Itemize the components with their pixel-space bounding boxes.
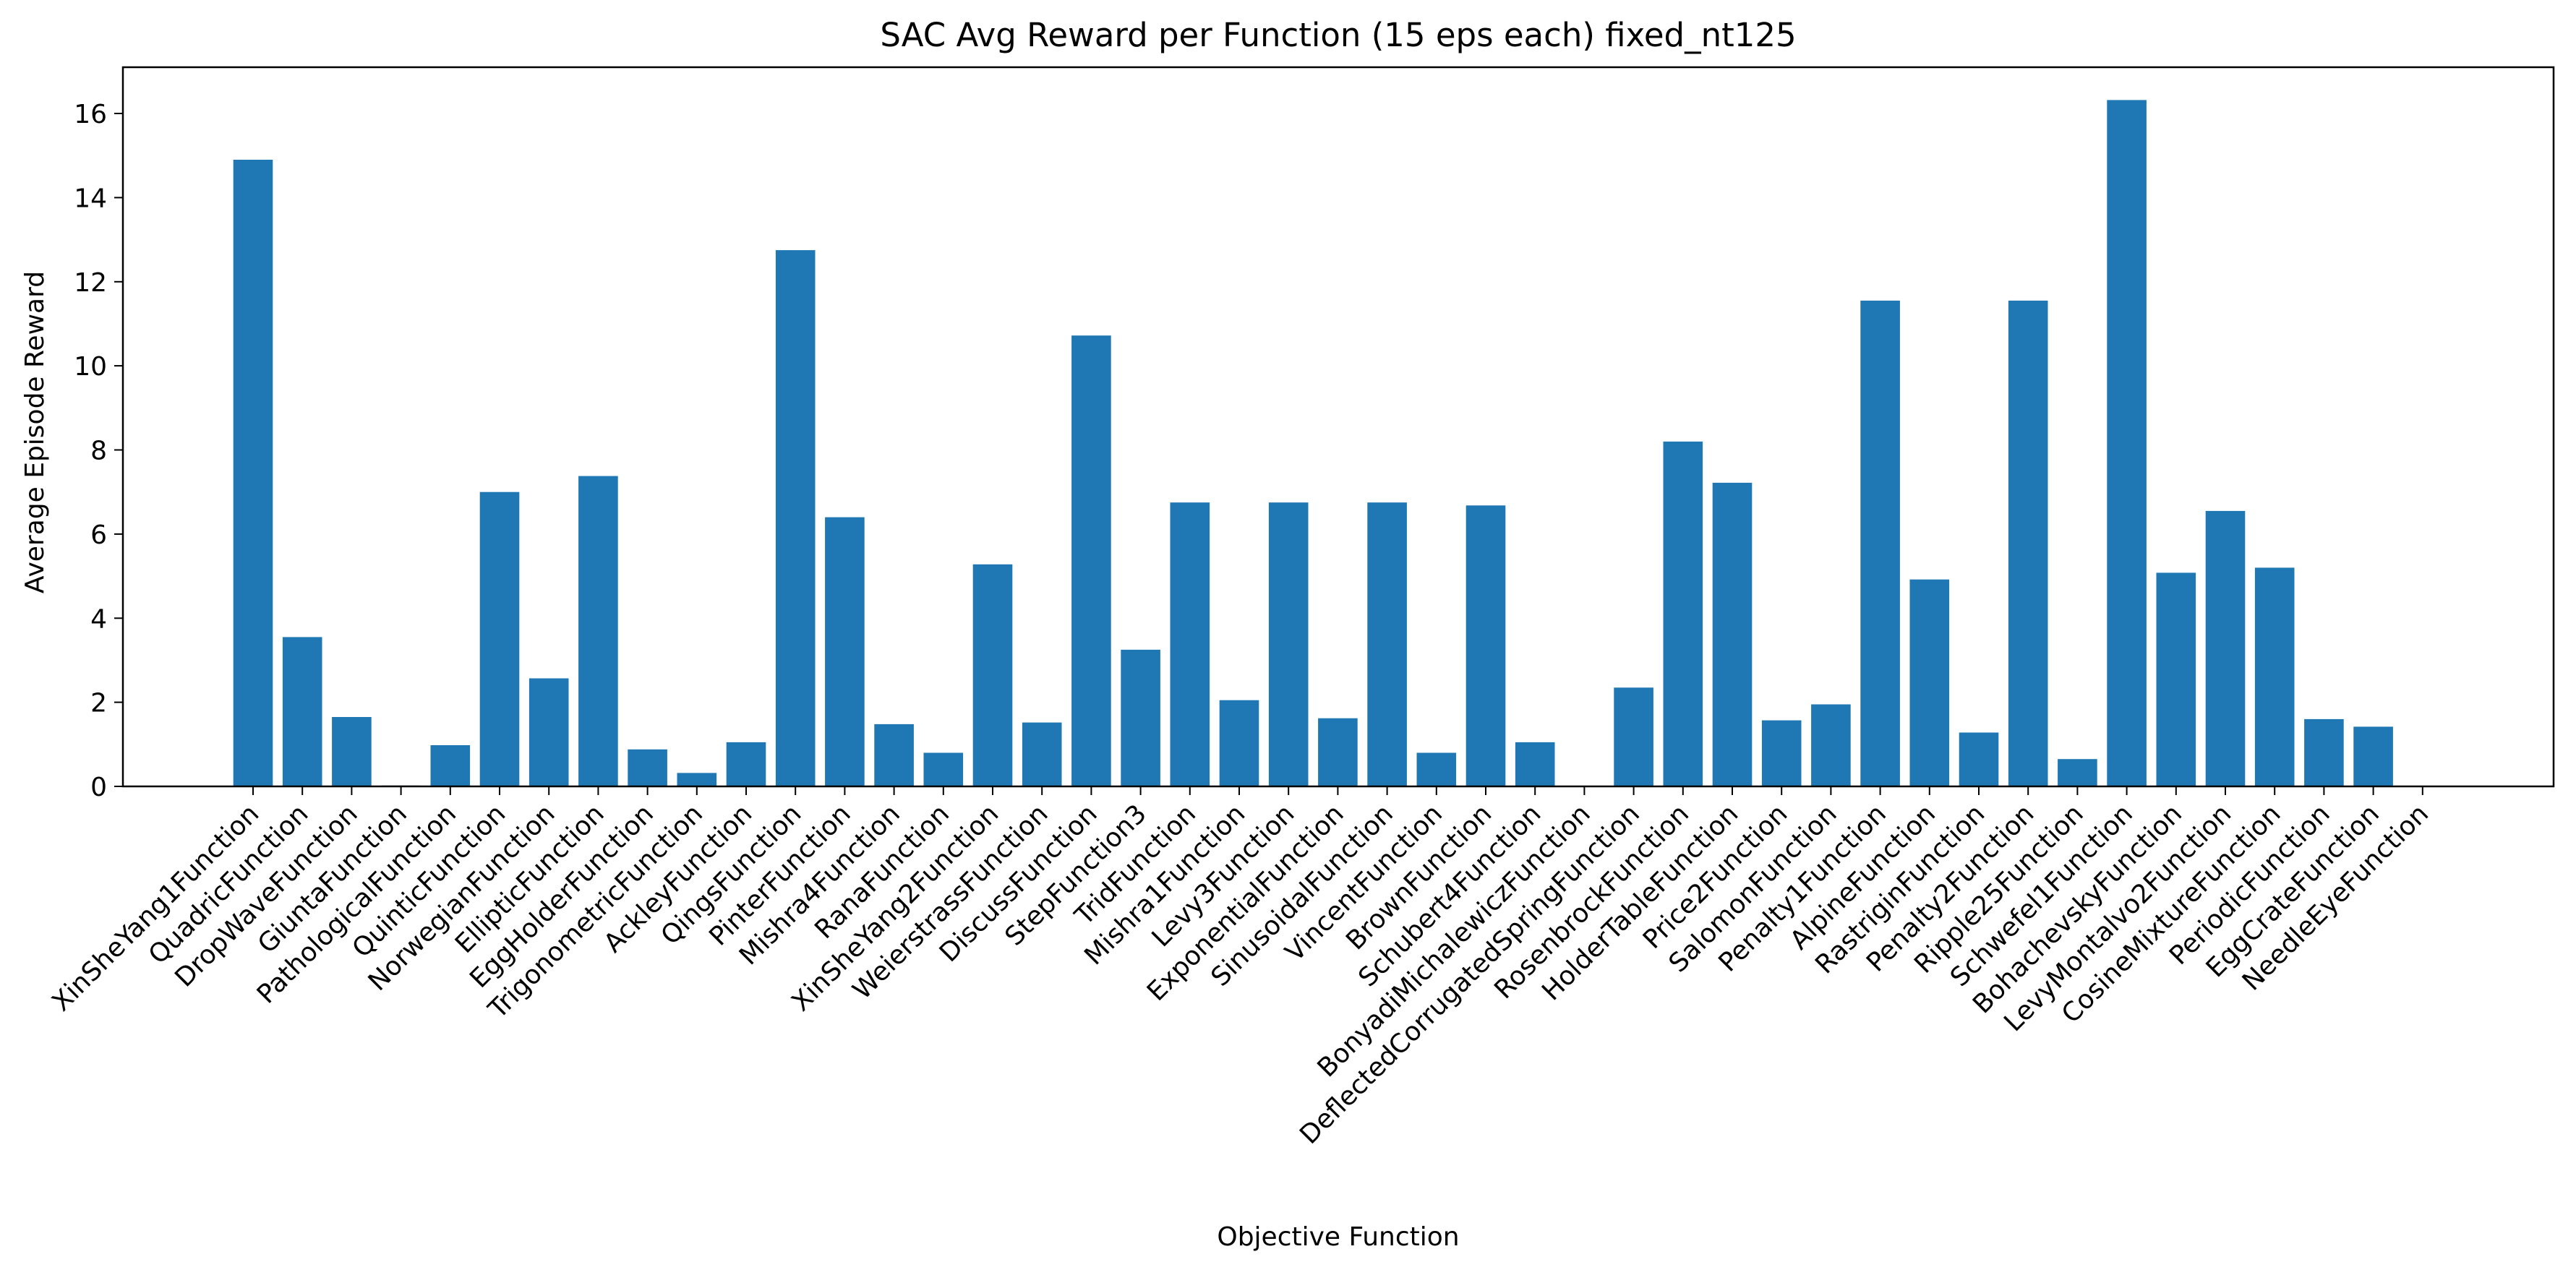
bar bbox=[1811, 704, 1851, 786]
y-tick-label: 4 bbox=[90, 604, 107, 634]
bar bbox=[1909, 579, 1950, 786]
chart-title: SAC Avg Reward per Function (15 eps each… bbox=[880, 16, 1796, 54]
bar bbox=[430, 745, 471, 786]
bar bbox=[677, 773, 717, 786]
y-tick-label: 6 bbox=[90, 520, 107, 550]
bar bbox=[1367, 502, 1407, 786]
bar bbox=[1614, 687, 1653, 786]
y-axis-label: Average Episode Reward bbox=[20, 271, 50, 593]
bar bbox=[1071, 335, 1111, 786]
bar bbox=[825, 517, 865, 786]
y-tick-label: 2 bbox=[90, 689, 107, 718]
bar bbox=[628, 749, 667, 786]
bar bbox=[332, 717, 372, 786]
y-tick-label: 0 bbox=[90, 773, 107, 802]
bar bbox=[2254, 567, 2295, 786]
bar bbox=[2156, 572, 2196, 786]
bar bbox=[1318, 718, 1358, 786]
bar bbox=[2008, 300, 2048, 786]
bar bbox=[1860, 300, 1900, 786]
bar bbox=[1515, 742, 1555, 786]
bar bbox=[874, 724, 914, 786]
bar bbox=[1465, 505, 1506, 786]
bar bbox=[1121, 649, 1160, 786]
bar bbox=[726, 742, 766, 786]
bar bbox=[578, 476, 618, 786]
bar bbox=[1959, 732, 1999, 786]
bar bbox=[1761, 720, 1802, 786]
x-axis-label: Objective Function bbox=[1217, 1222, 1459, 1252]
bar bbox=[775, 250, 816, 787]
bar bbox=[2205, 510, 2246, 786]
bar bbox=[282, 637, 322, 786]
y-tick-label: 14 bbox=[74, 184, 107, 213]
bar bbox=[2107, 100, 2147, 786]
bar bbox=[1663, 441, 1703, 786]
bar bbox=[1022, 722, 1062, 786]
bar bbox=[1170, 502, 1210, 786]
y-tick-label: 16 bbox=[74, 100, 107, 129]
y-tick-label: 12 bbox=[74, 268, 107, 298]
bar bbox=[479, 491, 520, 786]
bar bbox=[972, 564, 1013, 786]
bar bbox=[233, 160, 273, 786]
y-tick-label: 10 bbox=[74, 352, 107, 382]
plot-frame bbox=[121, 66, 2555, 788]
bar bbox=[529, 678, 569, 786]
bar bbox=[2304, 718, 2344, 786]
x-tick-label: XinSheYang1Function bbox=[46, 799, 265, 1017]
y-tick-label: 8 bbox=[90, 437, 107, 466]
x-axis-ticks: XinSheYang1FunctionQuadricFunctionDropWa… bbox=[46, 786, 2434, 1150]
bar bbox=[2353, 726, 2393, 786]
bar bbox=[1268, 502, 1309, 786]
bar bbox=[1416, 752, 1457, 786]
bar bbox=[1712, 482, 1753, 786]
bars-group bbox=[233, 100, 2393, 787]
bar bbox=[1219, 700, 1259, 786]
y-axis-ticks: 0 2 4 6 8 10 12 14 16 bbox=[74, 100, 123, 802]
bar bbox=[923, 752, 964, 786]
bar bbox=[2058, 759, 2097, 786]
